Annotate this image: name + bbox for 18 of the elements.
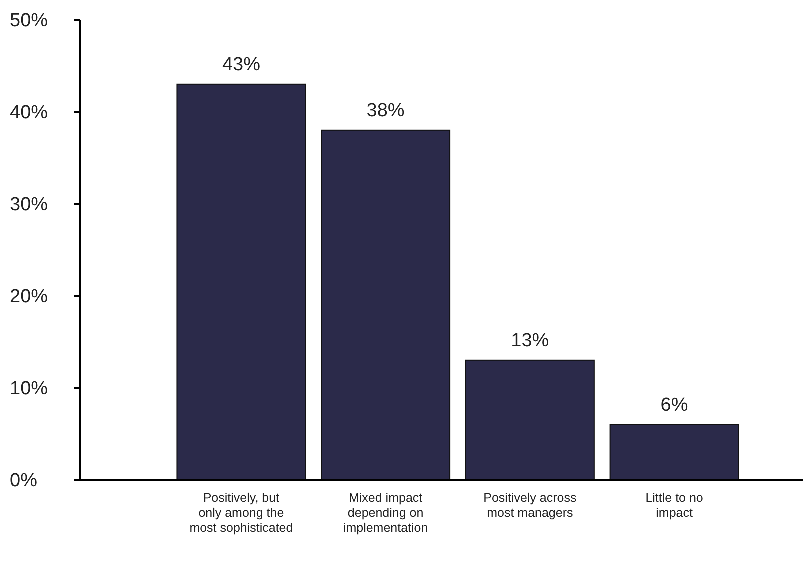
data-label: 13% <box>511 330 550 352</box>
y-tick-label: 10% <box>10 378 48 400</box>
x-tick-label: Positively across most managers <box>484 491 577 520</box>
y-tick-label: 0% <box>10 470 38 492</box>
data-label: 6% <box>660 394 688 416</box>
data-label: 43% <box>222 54 261 76</box>
x-tick-label: Mixed impact depending on implementation <box>343 491 428 535</box>
data-label: 38% <box>366 100 405 122</box>
y-tick-label: 40% <box>10 102 48 124</box>
bar <box>176 84 306 480</box>
bar <box>465 360 595 480</box>
y-tick-label: 50% <box>10 10 48 32</box>
bar <box>610 424 740 480</box>
bar <box>321 130 451 480</box>
x-tick-label: Little to no impact <box>646 491 704 520</box>
y-tick-label: 20% <box>10 286 48 308</box>
y-tick-label: 30% <box>10 194 48 216</box>
x-tick-label: Positively, but only among the most sophisticated <box>190 491 294 535</box>
